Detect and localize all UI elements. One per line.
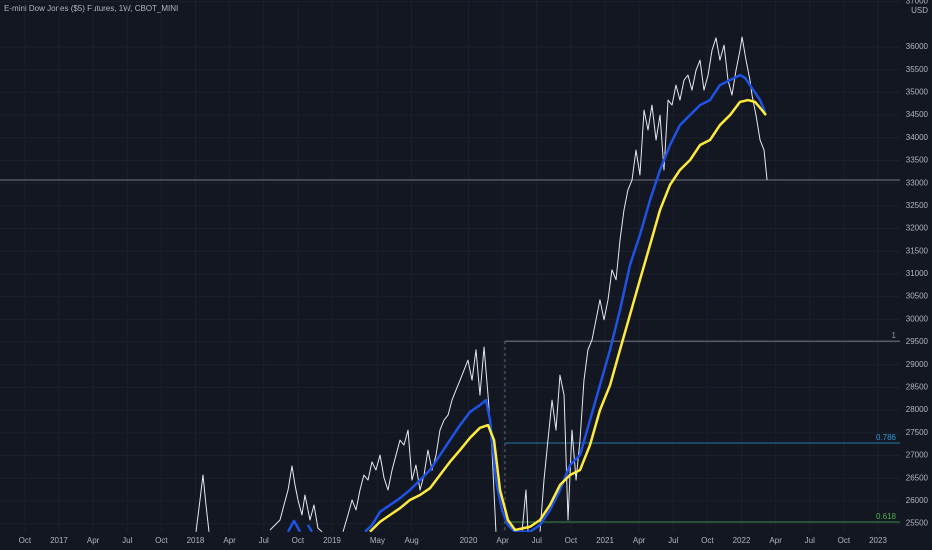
y-tick-label: 32500 xyxy=(906,201,929,210)
y-tick-label: 26500 xyxy=(906,473,929,482)
x-tick-label: Jul xyxy=(122,536,132,545)
y-tick-label: 32000 xyxy=(906,224,929,233)
x-tick-label: 2023 xyxy=(869,536,887,545)
y-tick-label: 25500 xyxy=(906,519,929,528)
x-tick-label: 2022 xyxy=(733,536,751,545)
x-tick-label: Apr xyxy=(496,536,509,545)
y-tick-label: 31500 xyxy=(906,246,929,255)
x-tick-label: 2021 xyxy=(596,536,614,545)
x-tick-label: Oct xyxy=(292,536,305,545)
fib-label: 0.618 xyxy=(876,512,897,521)
x-tick-label: Jul xyxy=(668,536,678,545)
x-tick-label: Apr xyxy=(223,536,236,545)
series-line xyxy=(195,36,768,532)
x-tick-label: Oct xyxy=(701,536,714,545)
y-tick-label: 34500 xyxy=(906,110,929,119)
x-tick-label: Jul xyxy=(259,536,269,545)
plot-area: 1 0.786 0.618 xyxy=(0,36,900,532)
y-tick-label: 36000 xyxy=(906,42,929,51)
series-line xyxy=(286,73,767,532)
x-tick-label: 2020 xyxy=(460,536,478,545)
y-tick-label: 33000 xyxy=(906,178,929,187)
x-tick-label: Apr xyxy=(769,536,782,545)
x-tick-label: May xyxy=(370,536,385,545)
y-tick-label: 34000 xyxy=(906,133,929,142)
x-tick-label: Oct xyxy=(19,536,32,545)
x-tick-label: 2019 xyxy=(323,536,341,545)
y-tick-label: 35500 xyxy=(906,65,929,74)
x-tick-label: Apr xyxy=(87,536,100,545)
y-tick-label: 31000 xyxy=(906,269,929,278)
y-tick-label: 28000 xyxy=(906,405,929,414)
y-tick-label: 27500 xyxy=(906,428,929,437)
y-tick-label: 29500 xyxy=(906,337,929,346)
x-tick-label: Oct xyxy=(838,536,851,545)
y-tick-label: 29000 xyxy=(906,360,929,369)
fib-label: 0.786 xyxy=(876,433,897,442)
x-tick-label: 2018 xyxy=(187,536,205,545)
series-line xyxy=(369,98,767,532)
y-tick-label: 28500 xyxy=(906,383,929,392)
x-tick-label: Jul xyxy=(532,536,542,545)
x-tick-label: Apr xyxy=(633,536,646,545)
y-tick-label: 27000 xyxy=(906,451,929,460)
y-tick-label: 37000 xyxy=(906,0,929,6)
x-tick-label: Aug xyxy=(404,536,418,545)
chart-title: E-mini Dow Jones ($5) Futures, 1W, CBOT_… xyxy=(4,4,178,13)
x-tick-label: 2017 xyxy=(50,536,68,545)
currency-label: USD xyxy=(911,6,928,15)
y-tick-label: 35000 xyxy=(906,87,929,96)
fib-label: 1 xyxy=(892,331,897,340)
y-tick-label: 26000 xyxy=(906,496,929,505)
y-tick-label: 30000 xyxy=(906,314,929,323)
x-tick-label: Jul xyxy=(805,536,815,545)
y-tick-label: 30500 xyxy=(906,292,929,301)
x-tick-label: Oct xyxy=(155,536,168,545)
y-tick-label: 33500 xyxy=(906,156,929,165)
x-tick-label: Oct xyxy=(565,536,578,545)
